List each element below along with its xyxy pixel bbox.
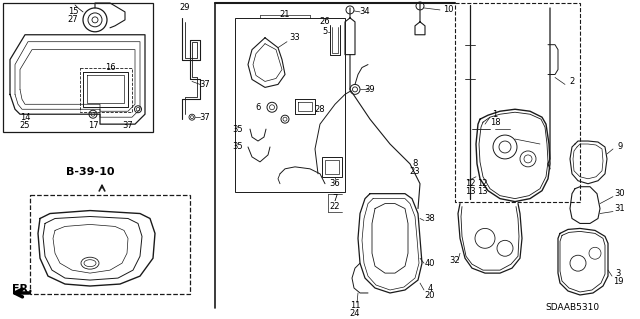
Text: 1: 1	[492, 110, 498, 119]
Text: 35: 35	[233, 125, 243, 134]
Text: 32: 32	[450, 256, 460, 265]
Text: 40: 40	[425, 259, 435, 268]
Text: 7: 7	[332, 194, 338, 203]
Text: 30: 30	[614, 189, 625, 198]
Text: 15: 15	[68, 7, 78, 16]
Bar	[325, 160, 339, 174]
Text: 38: 38	[424, 214, 435, 223]
Text: 18: 18	[490, 118, 500, 127]
Text: 12: 12	[477, 179, 487, 188]
Text: SDAAB5310: SDAAB5310	[545, 303, 599, 312]
Text: 31: 31	[614, 204, 625, 213]
Bar	[80, 68, 132, 112]
Text: 12: 12	[465, 179, 476, 188]
Text: 24: 24	[349, 309, 360, 318]
Text: B-39-10: B-39-10	[66, 167, 115, 177]
Bar	[235, 18, 345, 192]
Text: 11: 11	[349, 301, 360, 310]
Text: 39: 39	[365, 85, 375, 94]
Text: 16: 16	[105, 63, 115, 72]
Text: 37: 37	[123, 121, 133, 130]
Text: 27: 27	[68, 15, 78, 24]
Text: 9: 9	[618, 143, 623, 152]
Text: 14: 14	[20, 113, 30, 122]
Text: 37: 37	[200, 80, 211, 89]
Text: 17: 17	[88, 121, 99, 130]
Text: 36: 36	[330, 179, 340, 188]
Text: 26: 26	[320, 17, 330, 26]
Text: 10: 10	[443, 5, 453, 14]
Text: 28: 28	[315, 105, 325, 114]
Text: 33: 33	[290, 33, 300, 42]
Bar	[30, 195, 190, 294]
Text: 8: 8	[412, 160, 418, 168]
Text: 20: 20	[425, 292, 435, 300]
Text: 5: 5	[323, 27, 328, 36]
Text: 37: 37	[200, 113, 211, 122]
Bar	[3, 3, 153, 132]
Text: 29: 29	[180, 4, 190, 12]
Text: 22: 22	[330, 202, 340, 211]
Text: FR.: FR.	[12, 284, 32, 294]
Text: 35: 35	[233, 143, 243, 152]
Text: 4: 4	[428, 284, 433, 293]
Text: 13: 13	[465, 187, 476, 196]
Text: 13: 13	[477, 187, 487, 196]
Text: 6: 6	[255, 103, 260, 112]
Text: 19: 19	[612, 277, 623, 286]
Text: 21: 21	[280, 11, 291, 19]
Bar	[455, 3, 580, 202]
Text: 3: 3	[615, 269, 621, 278]
Text: 2: 2	[570, 77, 575, 86]
Text: 25: 25	[20, 121, 30, 130]
Text: 23: 23	[410, 167, 420, 176]
Bar	[322, 157, 342, 177]
Text: 34: 34	[360, 7, 371, 16]
